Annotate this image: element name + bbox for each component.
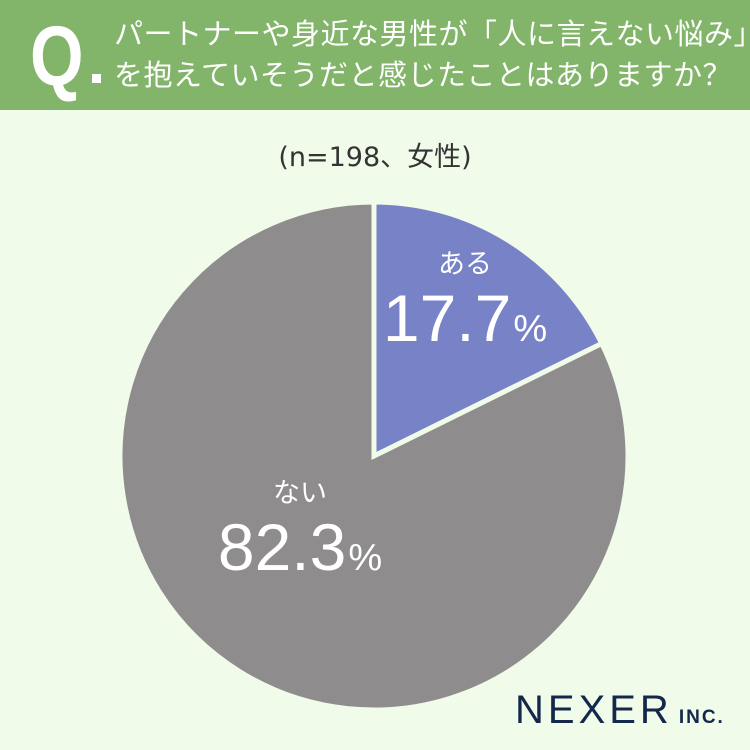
logo-suffix: INC. [678,707,725,728]
logo-brand: NEXER [515,688,673,732]
percent-sign: % [513,308,548,350]
question-line-2: を抱えていそうだと感じたことはありますか？ [114,58,733,92]
question-line-1: パートナーや身近な男性が「人に言えない悩み」 [114,17,750,51]
sample-size-note: (n=198、女性) [278,142,472,173]
percent-sign: % [348,537,383,579]
slice-value-aru: 17.7% [380,282,550,365]
slice-label-nai: ない 82.3% [200,477,400,594]
slice-category-nai: ない [273,478,327,509]
slice-label-aru: ある 17.7% [380,248,550,365]
pie-slices [117,199,631,713]
slice-number-nai: 82.3 [217,510,347,584]
slice-nai [117,199,631,713]
slice-aru [371,199,606,461]
nexer-logo: NEXER INC. [515,688,725,732]
slice-number-aru: 17.7 [382,281,512,355]
slice-value-nai: 82.3% [200,511,400,594]
slice-category-aru: ある [438,249,492,280]
q-dot [92,74,101,83]
question-text: パートナーや身近な男性が「人に言えない悩み」 を抱えていそうだと感じたことはあり… [114,14,750,96]
q-mark: Q [30,9,84,103]
question-header: Q パートナーや身近な男性が「人に言えない悩み」 を抱えていそうだと感じたことは… [0,0,750,110]
